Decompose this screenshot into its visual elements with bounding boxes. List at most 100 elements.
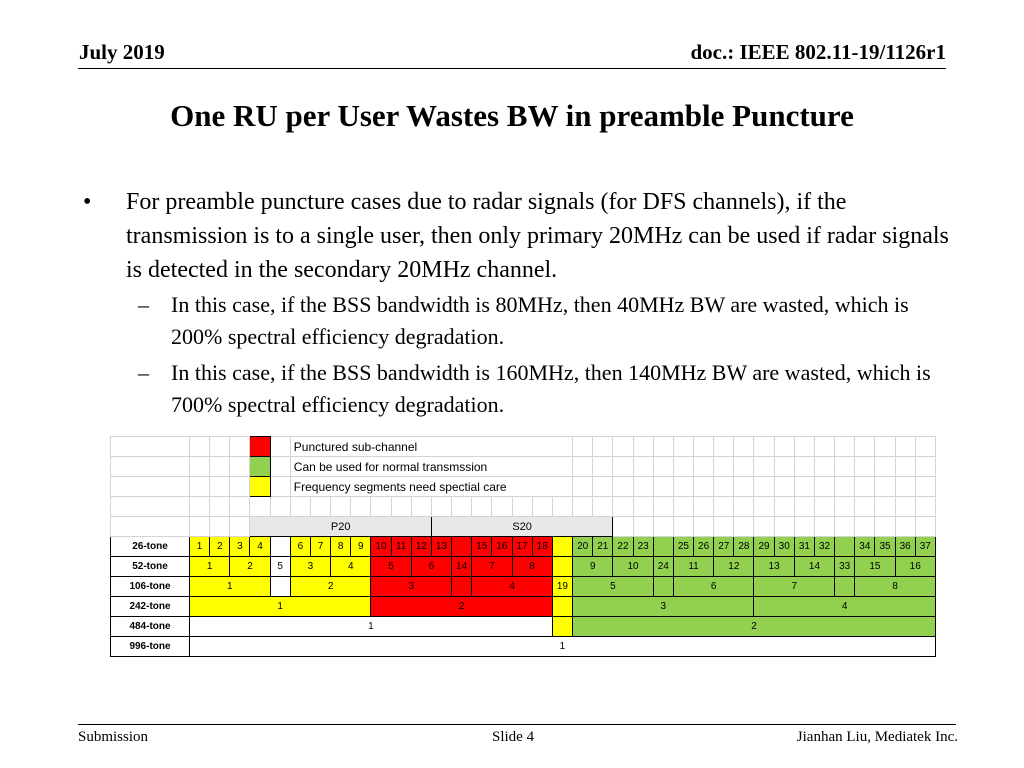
- dash-icon: –: [138, 292, 149, 317]
- ru-cell: 30: [773, 536, 795, 557]
- ru-cell: 14: [451, 556, 473, 577]
- grid-cell: [188, 456, 211, 477]
- grid-row: [110, 496, 936, 517]
- grid-cell: [773, 436, 795, 457]
- ru-cell: 8: [854, 576, 936, 597]
- grid-cell: [914, 516, 936, 537]
- grid-cell: [914, 436, 936, 457]
- grid-cell: [834, 456, 856, 477]
- grid-cell: [451, 496, 473, 517]
- grid-cell: [753, 456, 775, 477]
- header-divider: [78, 68, 946, 69]
- ru-cell: 5: [269, 556, 291, 577]
- grid-cell: [894, 496, 916, 517]
- grid-cell: [188, 496, 211, 517]
- grid-cell: [914, 476, 936, 497]
- grid-cell: [834, 496, 856, 517]
- ru-cell: 31: [793, 536, 815, 557]
- grid-cell: [652, 516, 674, 537]
- grid-cell: [572, 476, 594, 497]
- ru-row: 996-tone 1: [110, 636, 936, 657]
- grid-cell: [672, 456, 695, 477]
- grid-cell: [793, 516, 815, 537]
- grid-cell: [572, 456, 594, 477]
- grid-cell: [813, 456, 836, 477]
- grid-cell: [753, 476, 775, 497]
- footer-divider: [78, 724, 956, 725]
- ru-cell: 8: [511, 556, 553, 577]
- ru-cell: 9: [572, 556, 614, 577]
- legend-row: Can be used for normal transmssion: [110, 456, 936, 477]
- ru-cell: 29: [753, 536, 775, 557]
- grid-cell: [592, 436, 614, 457]
- ru-cell: [652, 536, 674, 557]
- channel-p20: P20: [249, 516, 432, 537]
- grid-cell: [592, 496, 614, 517]
- ru-cell: [551, 536, 574, 557]
- grid-cell: [733, 456, 755, 477]
- ru-cell: 4: [753, 596, 936, 617]
- channel-header-row: P20 S20: [110, 516, 936, 537]
- ru-cell: [652, 576, 674, 597]
- grid-cell: [632, 496, 654, 517]
- grid-cell: [733, 496, 755, 517]
- ru-cell: 1: [189, 636, 936, 657]
- grid-cell: [269, 456, 291, 477]
- grid-cell: [632, 516, 654, 537]
- grid-cell: [693, 476, 715, 497]
- grid-cell: [693, 516, 715, 537]
- grid-cell: [874, 496, 896, 517]
- ru-cell: 9: [350, 536, 372, 557]
- ru-cell: 18: [531, 536, 553, 557]
- grid-cell: [854, 496, 876, 517]
- grid-cell: [531, 496, 553, 517]
- ru-cell: 21: [592, 536, 614, 557]
- ru-cell: 24: [652, 556, 674, 577]
- legend-swatch: [249, 436, 271, 457]
- grid-cell: [813, 436, 836, 457]
- ru-cell: [451, 536, 473, 557]
- sub-bullet-item: – In this case, if the BSS bandwidth is …: [80, 289, 950, 353]
- grid-cell: [110, 516, 190, 537]
- ru-cell: [834, 536, 856, 557]
- grid-cell: [572, 436, 594, 457]
- slide-number: Slide 4: [492, 729, 535, 745]
- ru-cell: 13: [430, 536, 453, 557]
- grid-cell: [713, 456, 735, 477]
- grid-cell: [894, 456, 916, 477]
- ru-cell: 2: [289, 576, 372, 597]
- grid-cell: [834, 516, 856, 537]
- grid-cell: [209, 476, 231, 497]
- ru-row: 242-tone 1 2 3 4: [110, 596, 936, 617]
- header-date: July 2019: [79, 40, 165, 64]
- grid-cell: [390, 496, 412, 517]
- grid-cell: [612, 456, 634, 477]
- grid-cell: [854, 516, 876, 537]
- grid-cell: [229, 516, 251, 537]
- grid-cell: [188, 516, 211, 537]
- header-doc-id: doc.: IEEE 802.11-19/1126r1: [690, 40, 946, 64]
- ru-cell: 27: [713, 536, 735, 557]
- grid-cell: [733, 516, 755, 537]
- legend-row: Punctured sub-channel: [110, 436, 936, 457]
- grid-cell: [269, 436, 291, 457]
- grid-cell: [733, 476, 755, 497]
- grid-cell: [592, 476, 614, 497]
- ru-cell: 4: [249, 536, 271, 557]
- grid-cell: [229, 476, 251, 497]
- grid-cell: [229, 436, 251, 457]
- ru-cell: 1: [189, 576, 271, 597]
- grid-cell: [612, 436, 634, 457]
- ru-cell: 3: [229, 536, 251, 557]
- footer-submission: Submission: [78, 729, 149, 745]
- grid-cell: [110, 436, 190, 457]
- grid-cell: [430, 496, 453, 517]
- ru-cell: 19: [551, 576, 574, 597]
- ru-cell: 16: [491, 536, 513, 557]
- grid-cell: [813, 516, 836, 537]
- grid-cell: [612, 496, 634, 517]
- ru-cell: 1: [188, 536, 211, 557]
- ru-row: 52-tone 1 2 5 3 4 5 6 14 7 8 9 10 24 11 12 13 14 33 15 16: [110, 556, 936, 577]
- grid-cell: [652, 436, 674, 457]
- ru-cell: 33: [834, 556, 856, 577]
